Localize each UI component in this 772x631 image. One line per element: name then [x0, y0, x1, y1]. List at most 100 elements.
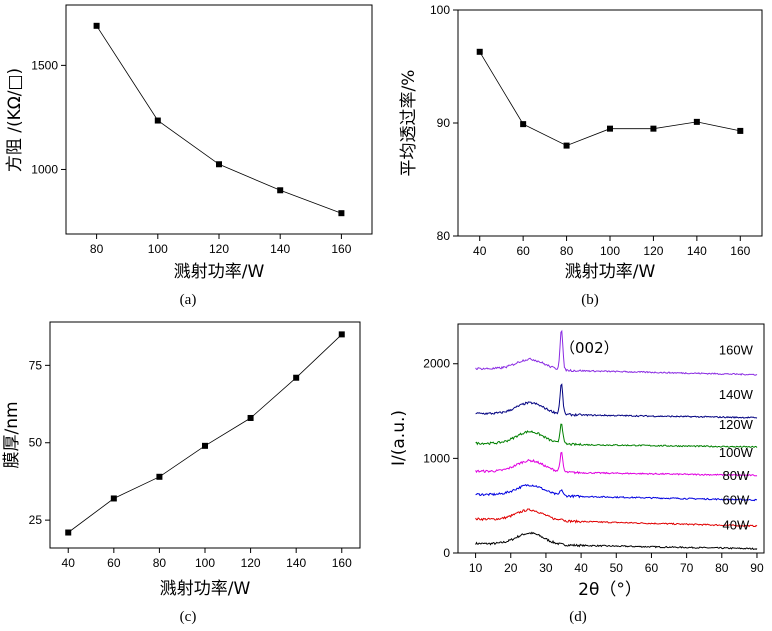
series [476, 48, 744, 149]
x-tick-label: 60 [516, 244, 530, 258]
x-tick-label: 80 [715, 561, 729, 575]
series [93, 22, 345, 217]
x-tick-label: 160 [331, 242, 351, 256]
x-tick-label: 140 [286, 556, 306, 570]
y-axis-label: 方阻 /(KΩ/□) [5, 68, 25, 172]
data-point [216, 161, 222, 168]
y-tick-label: 1000 [423, 451, 450, 465]
y-axis-label: I/(a.u.) [389, 410, 409, 466]
x-tick-label: 140 [687, 244, 707, 258]
series-label: 60W [722, 493, 749, 508]
series-80W [475, 484, 758, 502]
x-tick-label: 80 [560, 244, 574, 258]
x-tick-label: 10 [469, 561, 483, 575]
panel-caption: (a) [180, 292, 197, 308]
x-tick-label: 100 [148, 242, 168, 256]
panel-caption: (c) [180, 609, 197, 625]
y-axis-label: 平均透过率/% [399, 70, 419, 177]
series-line [96, 25, 342, 214]
data-point [650, 125, 657, 132]
y-tick-label: 1000 [31, 162, 58, 176]
panel-b: 40 60 80 100 120 140 160 80 90 100 溅射功率/W 平均透过率/%… [399, 3, 763, 308]
panel-caption: (b) [581, 292, 599, 308]
series [475, 329, 758, 551]
data-point [154, 117, 161, 124]
series-label: 140W [719, 387, 754, 402]
panel-a: 80 100 120 140 160 1000 1500 溅射功率/W 方阻 /(KΩ/□)… [5, 4, 373, 308]
panel-caption: (d) [569, 609, 587, 625]
series-40W [475, 531, 758, 551]
data-point [520, 121, 527, 128]
x-tick-label: 80 [90, 242, 104, 256]
data-point [202, 442, 208, 449]
data-point [93, 22, 100, 29]
plot-frame [65, 4, 373, 235]
data-point [737, 127, 744, 134]
x-tick-label: 50 [610, 561, 624, 575]
x-tick-label: 40 [574, 561, 588, 575]
y-axis-label: 膜厚/nm [2, 401, 22, 468]
panel-d: 10 20 30 40 50 60 70 80 90 0 1000 2000 40W 60W 80W 100… [389, 323, 765, 625]
x-tick-label: 140 [270, 242, 290, 256]
y-tick-label: 80 [437, 229, 451, 243]
series-120W [475, 423, 758, 448]
ticks: 10 20 30 40 50 60 70 80 90 0 1000 2000 [423, 357, 764, 575]
series-140W [475, 383, 758, 419]
series-100W [475, 451, 758, 477]
series-line [67, 334, 343, 533]
series-label: 40W [722, 517, 749, 532]
x-tick-label: 160 [332, 556, 352, 570]
x-tick-label: 70 [680, 561, 694, 575]
plot-frame [457, 323, 765, 554]
x-axis-label: 溅射功率/W [160, 579, 251, 599]
data-point [110, 495, 117, 502]
x-tick-label: 60 [107, 556, 121, 570]
data-point [476, 48, 483, 55]
x-axis-label: 2θ（°） [578, 580, 642, 600]
x-tick-label: 100 [600, 244, 620, 258]
data-point [338, 210, 345, 217]
plot-frame [457, 9, 763, 237]
series [65, 331, 345, 536]
x-tick-label: 40 [473, 244, 487, 258]
x-tick-label: 20 [504, 561, 518, 575]
peak-annotation: （002） [560, 339, 619, 357]
data-point [338, 331, 345, 338]
x-tick-label: 100 [195, 556, 215, 570]
x-tick-label: 160 [730, 244, 750, 258]
data-point [607, 125, 613, 132]
plot-frame [49, 321, 361, 549]
data-point [247, 414, 254, 421]
series-160W [475, 329, 758, 376]
ticks: 40 60 80 100 120 140 160 80 90 100 [430, 3, 751, 258]
data-point [65, 529, 72, 536]
x-tick-label: 60 [645, 561, 659, 575]
x-tick-label: 40 [62, 556, 76, 570]
panel-c: 40 60 80 100 120 140 160 25 50 75 溅射功率/W 膜厚/nm (c… [2, 321, 361, 625]
series-label: 80W [722, 468, 749, 483]
y-tick-label: 1500 [31, 58, 58, 72]
x-tick-label: 80 [153, 556, 167, 570]
x-tick-label: 90 [750, 561, 764, 575]
y-tick-label: 75 [29, 358, 43, 372]
series-60W [475, 508, 758, 528]
ticks: 80 100 120 140 160 1000 1500 [31, 58, 351, 256]
ticks: 40 60 80 100 120 140 160 25 50 75 [29, 358, 352, 570]
y-tick-label: 50 [29, 436, 43, 450]
series-label: 120W [719, 417, 754, 432]
y-tick-label: 2000 [423, 357, 450, 371]
x-tick-label: 120 [209, 242, 229, 256]
data-point [293, 374, 300, 381]
x-tick-label: 30 [539, 561, 553, 575]
y-tick-label: 90 [437, 116, 451, 130]
y-tick-label: 0 [443, 546, 450, 560]
x-axis-label: 溅射功率/W [174, 262, 265, 282]
data-point [277, 187, 284, 194]
series-label: 160W [719, 342, 754, 357]
series-labels: 40W 60W 80W 100W 120W 140W 160W [719, 342, 754, 532]
x-tick-label: 120 [643, 244, 663, 258]
y-tick-label: 100 [430, 3, 450, 17]
x-tick-label: 120 [241, 556, 261, 570]
data-point [156, 473, 163, 480]
